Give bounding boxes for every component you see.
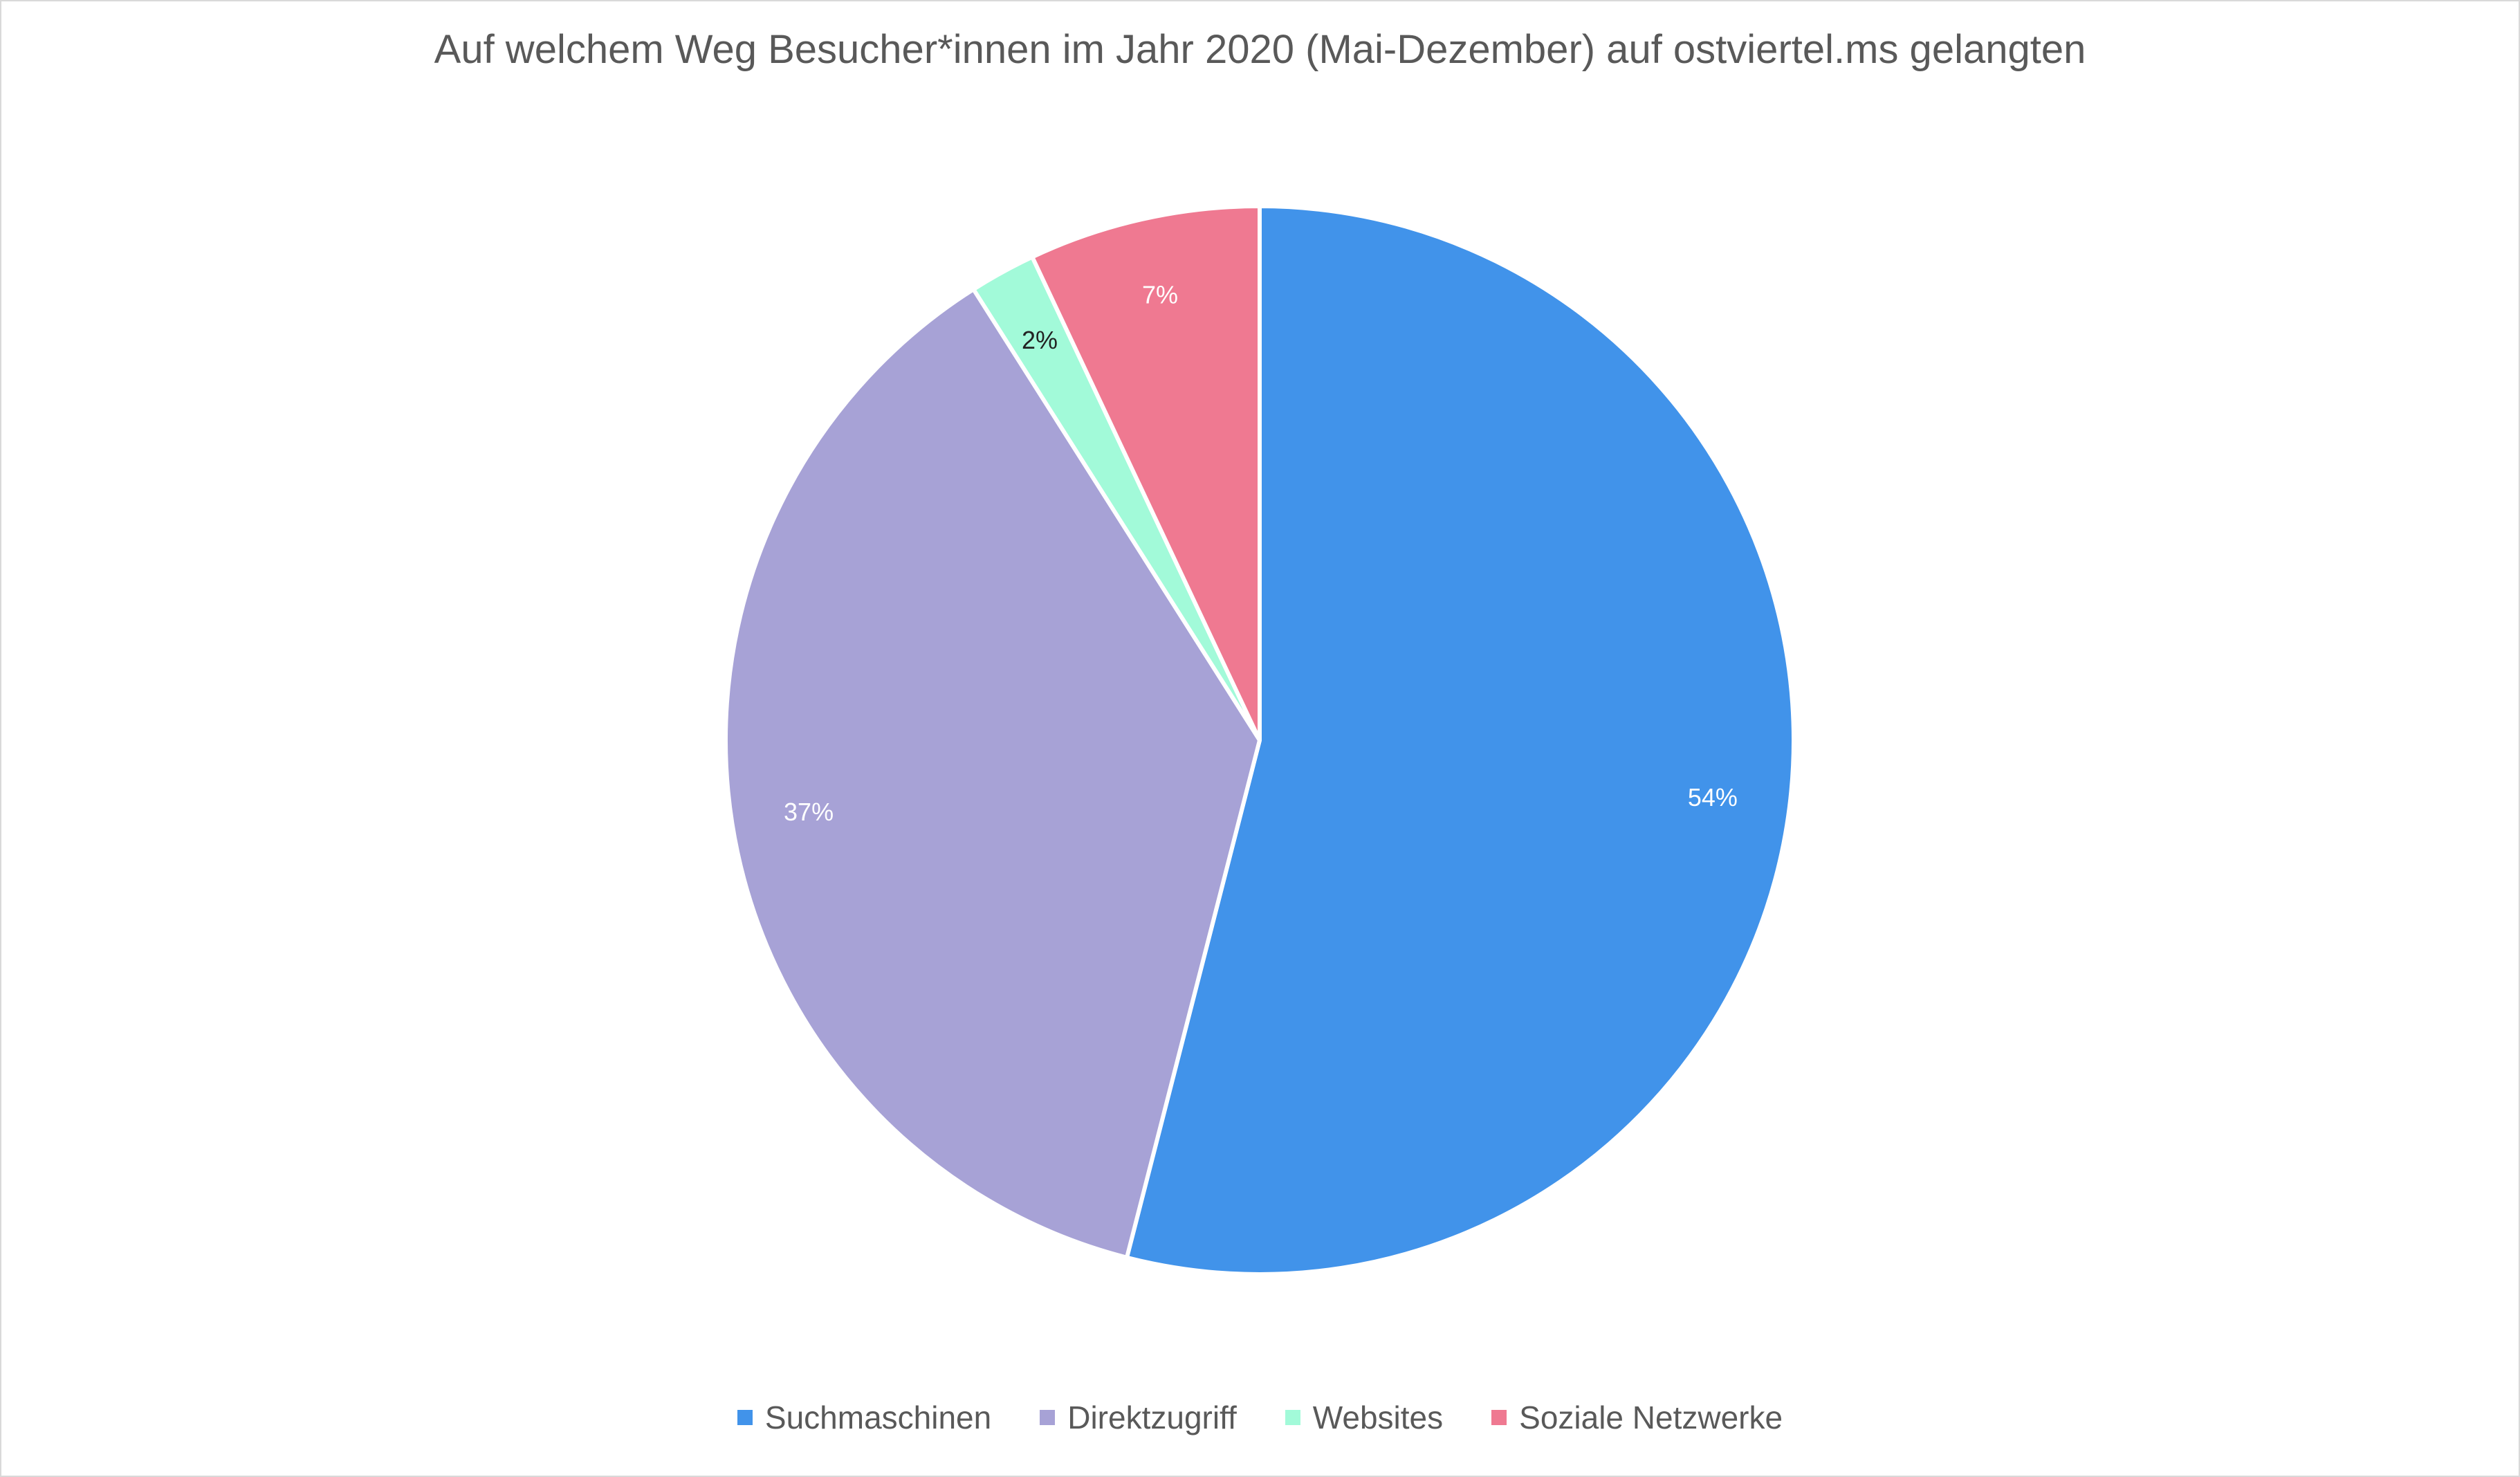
legend-label-suchmaschinen: Suchmaschinen [764,1400,992,1435]
chart-title: Auf welchem Weg Besucher*innen im Jahr 2… [434,27,2086,72]
data-label-websites: 2% [1022,326,1058,354]
pie-slice-soziale-netzwerke [1030,204,1262,742]
data-label-suchmaschinen: 54% [1688,783,1738,811]
legend-swatch-direktzugriff [1040,1410,1056,1425]
legend-swatch-soziale-netzwerke [1491,1410,1507,1425]
pie-data-labels: 54% 37% 2% 7% [784,280,1738,825]
legend-swatch-websites [1285,1410,1300,1425]
legend-label-websites: Websites [1312,1400,1444,1435]
legend-label-soziale-netzwerke: Soziale Netzwerke [1519,1400,1783,1435]
legend-item-soziale-netzwerke: Soziale Netzwerke [1491,1399,1783,1436]
legend-item-websites: Websites [1285,1399,1443,1436]
legend-swatch-suchmaschinen [737,1410,753,1425]
data-label-soziale-netzwerke: 7% [1142,280,1178,309]
legend-item-direktzugriff: Direktzugriff [1040,1399,1237,1436]
legend-item-suchmaschinen: Suchmaschinen [737,1399,991,1436]
data-label-direktzugriff: 37% [784,798,834,826]
pie-slices [724,204,1796,1276]
pie-slice-suchmaschinen [1125,204,1796,1276]
legend-label-direktzugriff: Direktzugriff [1067,1400,1237,1435]
legend: Suchmaschinen Direktzugriff Websites Soz… [0,1399,2520,1436]
